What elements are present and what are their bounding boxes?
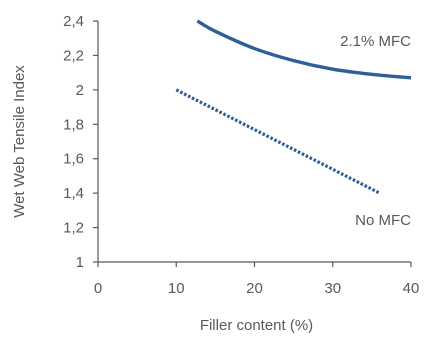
y-tick-label: 2,4: [63, 13, 84, 30]
x-tick-label: 0: [94, 280, 102, 297]
series-line-2-1-mfc: [196, 19, 412, 80]
series-label: No MFC: [355, 212, 411, 229]
x-tick-label: 10: [168, 280, 185, 297]
y-tick-label: 1,6: [63, 151, 84, 168]
axes: [93, 20, 412, 267]
series-line-no-mfc: [175, 88, 381, 195]
x-tick-label: 20: [246, 280, 263, 297]
y-tick-label: 2: [76, 82, 84, 99]
labels: 1 1,2 1,4 1,6 1,8 2 2,2 2,4 0 10 20 30 40 Filler cont…: [11, 13, 420, 334]
x-tick-label: 40: [403, 280, 420, 297]
y-tick-label: 1,8: [63, 116, 84, 133]
y-tick-label: 1,2: [63, 220, 84, 237]
y-axis-title: Wet Web Tensile Index: [11, 65, 28, 218]
y-tick-label: 1,4: [63, 185, 84, 202]
series-layer: [175, 19, 412, 195]
x-tick-label: 30: [324, 280, 341, 297]
y-tick-label: 1: [76, 254, 84, 271]
x-axis-title: Filler content (%): [200, 317, 313, 333]
y-tick-label: 2,2: [63, 47, 84, 64]
series-label: 2.1% MFC: [340, 33, 411, 50]
